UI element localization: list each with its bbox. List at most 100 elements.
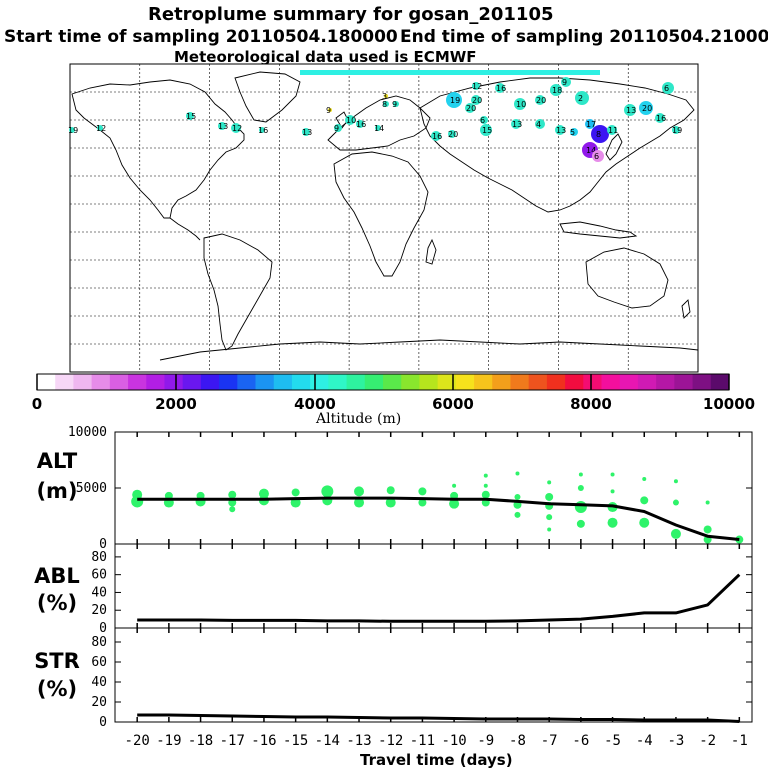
panel-frame — [114, 431, 753, 545]
colorbar-swatch — [383, 374, 402, 390]
map-cluster: 9 — [334, 124, 342, 133]
map-cluster-dot — [448, 130, 456, 138]
map-cluster-label: 16 — [496, 84, 506, 93]
map-plume-streak — [300, 70, 600, 75]
cluster-point — [735, 535, 744, 544]
map-cluster: 18 — [550, 84, 562, 96]
colorbar-swatch — [401, 374, 420, 390]
cluster-point — [291, 488, 300, 497]
cluster-point — [574, 501, 587, 514]
map-cluster: 11 — [607, 125, 618, 135]
map-cluster-dot — [672, 126, 680, 134]
map-cluster: 13 — [218, 122, 228, 131]
panel-frame — [114, 543, 753, 629]
colorbar-swatch — [710, 374, 730, 390]
panel-label-unit: (%) — [37, 677, 77, 701]
map-cluster: 6 — [592, 150, 604, 162]
map-cluster: 15 — [480, 124, 492, 136]
map-cluster-label: 12 — [472, 82, 482, 91]
cluster-point — [578, 472, 583, 477]
map-cluster-dot — [480, 116, 488, 124]
x-tick-label: -1 — [731, 733, 748, 749]
map-cluster-dot — [655, 113, 665, 123]
cluster-point — [449, 498, 460, 509]
map-cluster-dot — [607, 125, 617, 135]
colorbar-swatch — [91, 374, 111, 390]
colorbar-swatches — [36, 373, 730, 391]
colorbar-swatch — [528, 374, 548, 390]
x-tick-label: -3 — [668, 733, 685, 749]
map-cluster-label: 13 — [556, 126, 566, 135]
y-tick-label: 80 — [91, 635, 107, 650]
map-cluster-dot — [471, 95, 481, 105]
colorbar-swatch — [328, 374, 347, 390]
cluster-point — [639, 517, 650, 528]
colorbar-swatch — [146, 374, 165, 390]
map-cluster-dot — [97, 125, 103, 131]
cluster-point — [386, 486, 395, 495]
map-cluster-label: 16 — [432, 132, 442, 141]
map-cluster: 19 — [446, 92, 462, 108]
y-tick-label: 0 — [99, 537, 107, 552]
cluster-point — [514, 493, 521, 500]
colorbar-tick-label: 6000 — [432, 395, 474, 413]
map-cluster-dot — [328, 108, 332, 112]
map-cluster-label: 2 — [578, 94, 583, 103]
map-cluster-label: 5 — [570, 128, 575, 137]
map-cluster-label: 16 — [258, 126, 268, 135]
map-cluster-label: 13 — [626, 106, 636, 115]
x-tick-label: -14 — [315, 733, 340, 749]
cluster-point — [642, 477, 647, 482]
cluster-point — [452, 483, 457, 488]
y-tick-label: 40 — [91, 675, 107, 690]
colorbar-swatch — [437, 374, 457, 390]
map-cluster: 20 — [639, 101, 653, 115]
map-cluster: 10 — [345, 115, 356, 125]
map-cluster: 8 — [382, 100, 389, 109]
map-cluster-dot — [662, 82, 674, 94]
map-cluster-dot — [393, 101, 399, 107]
cluster-point — [514, 511, 521, 518]
map-cluster-label: 20 — [642, 104, 652, 113]
colorbar-swatch — [182, 374, 202, 390]
map-cluster-dot — [624, 104, 636, 116]
map-cluster-dot — [535, 95, 545, 105]
map-cluster: 16 — [655, 113, 666, 123]
map-cluster-dot — [535, 119, 545, 129]
map-cluster: 19 — [68, 126, 78, 135]
map-cluster: 6 — [662, 82, 674, 94]
cluster-point — [418, 487, 427, 496]
x-tick-label: -6 — [572, 733, 589, 749]
map-cluster-dot — [218, 122, 226, 130]
series-line-alt — [137, 496, 740, 541]
map-cluster: 20 — [465, 103, 476, 113]
cluster-point — [229, 506, 236, 513]
colorbar-swatch — [291, 374, 311, 390]
cluster-point — [547, 480, 552, 485]
map-cluster-label: 10 — [516, 100, 526, 109]
map-cluster-label: 15 — [186, 112, 196, 121]
map-cluster: 16 — [258, 126, 268, 135]
x-tick-label: -10 — [441, 733, 466, 749]
cluster-point — [418, 498, 427, 507]
colorbar-swatch — [346, 374, 366, 390]
map-cluster-dot — [570, 128, 578, 136]
cluster-point — [354, 497, 365, 508]
map-cluster-label: 3 — [382, 92, 387, 101]
map-cluster-label: 20 — [472, 96, 482, 105]
map-cluster-label: 16 — [656, 114, 666, 123]
cluster-point — [131, 495, 144, 508]
map-cluster-label: 15 — [482, 126, 492, 135]
map-cluster: 20 — [471, 95, 482, 105]
map-cluster: 13 — [555, 125, 566, 135]
x-tick-label: -16 — [251, 733, 276, 749]
map-cluster-dot — [465, 103, 475, 113]
colorbar-swatch — [674, 374, 693, 390]
map-cluster-label: 12 — [96, 124, 106, 133]
map-cluster-label: 18 — [552, 86, 562, 95]
colorbar-tick-label: 10000 — [703, 395, 755, 413]
cluster-point — [705, 500, 710, 505]
x-tick-label: -13 — [346, 733, 371, 749]
cluster-point — [385, 497, 396, 508]
